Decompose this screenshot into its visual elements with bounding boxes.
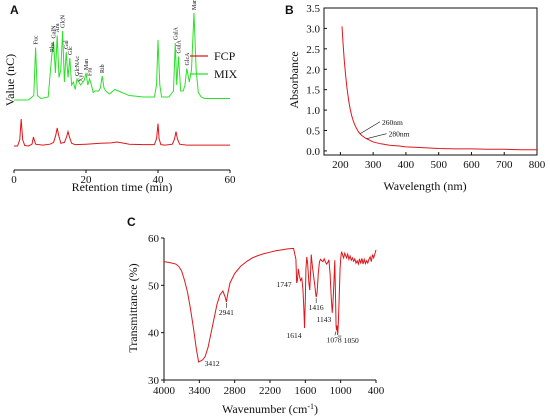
panel-b-frame bbox=[323, 7, 538, 156]
peak-label: Fru bbox=[88, 68, 94, 76]
peak-label: Fuc bbox=[34, 35, 40, 44]
panel-b-trace bbox=[341, 26, 537, 151]
panel-b-letter: B bbox=[285, 3, 294, 17]
panel-c-x-tick-label: 4000 bbox=[153, 385, 176, 397]
panel-b-x-tick-label: 700 bbox=[496, 159, 513, 171]
peak-label: GlcA bbox=[185, 52, 191, 66]
peak-label: 1078 bbox=[327, 335, 342, 344]
panel-b-y-tick-label: 0.5 bbox=[306, 126, 320, 138]
peak-leader bbox=[334, 331, 337, 336]
peak-label: Gal bbox=[64, 40, 70, 49]
panel-c-x-tick-label: 1600 bbox=[294, 385, 317, 397]
annotation-label: 280nm bbox=[389, 130, 410, 139]
peak-label: Ara bbox=[55, 23, 61, 32]
panel-b-x-label: Wavelength (nm) bbox=[383, 179, 466, 193]
peak-label: Man bbox=[84, 59, 90, 70]
panel-c-x-tick-label: 2200 bbox=[259, 385, 282, 397]
peak-label: 1050 bbox=[344, 336, 359, 345]
panel-b-y-tick-label: 2.5 bbox=[306, 44, 320, 56]
panel-c-trace bbox=[163, 247, 377, 363]
panel-c-x-label: Wavenumber (cm-1) bbox=[222, 402, 318, 416]
panel-b-y-label: Absorbance bbox=[287, 51, 301, 108]
panel-c-x-tick-label: 400 bbox=[368, 385, 385, 397]
panel-a-x-ticks: 0 20 40 60 bbox=[11, 169, 237, 186]
panel-b-x-tick-label: 400 bbox=[398, 159, 415, 171]
peak-label: ManA bbox=[192, 0, 198, 10]
panel-c-y-tick-label: 50 bbox=[148, 280, 160, 292]
legend-label: FCP bbox=[214, 49, 236, 63]
peak-label: Rha bbox=[50, 42, 56, 52]
panel-a: A Value (nC) Retention time (min) 0 20 40 6… bbox=[3, 0, 238, 194]
panel-b-x-tick-label: 500 bbox=[430, 159, 447, 171]
panel-c: C Transmittance (%) Wavenumber (cm-1) 40… bbox=[126, 215, 385, 416]
panel-b-x-tick-label: 300 bbox=[365, 159, 382, 171]
panel-b-y-tick-label: 1.0 bbox=[306, 105, 320, 117]
panel-c-letter: C bbox=[127, 215, 136, 229]
panel-c-x-tick-label: 1000 bbox=[330, 385, 353, 397]
panel-c-ticks: 4000 3400 2800 2200 1600 1000 400 30 40 50 60 bbox=[148, 233, 385, 397]
mix-trace bbox=[14, 12, 230, 101]
panel-b-y-tick-label: 2.0 bbox=[306, 64, 320, 76]
panel-b-x-tick-label: 200 bbox=[332, 159, 349, 171]
panel-b-y-tick-label: 3.0 bbox=[306, 23, 320, 35]
panel-b-x-tick-label: 600 bbox=[463, 159, 480, 171]
panel-c-y-tick-label: 30 bbox=[148, 375, 160, 387]
panel-a-x-tick-label: 60 bbox=[225, 174, 237, 186]
panel-a-x-label: Retention time (min) bbox=[72, 180, 173, 194]
panel-c-x-label-end: ) bbox=[314, 402, 318, 416]
panel-b: B Absorbance Wavelength (nm) 200 300 400 50… bbox=[285, 3, 546, 193]
panel-b-annotations: 260nm 280nm bbox=[359, 118, 410, 139]
panel-c-x-tick-label: 2800 bbox=[224, 385, 247, 397]
peak-label: Glc bbox=[68, 46, 74, 55]
peak-label: 1143 bbox=[317, 315, 332, 324]
panel-a-x-tick-label: 20 bbox=[81, 174, 93, 186]
panel-c-peak-labels: 3412 2941 1747 1614 1416 1143 1078 1050 bbox=[205, 280, 359, 368]
panel-a-x-tick-label: 0 bbox=[11, 174, 17, 186]
peak-label: GalA bbox=[173, 26, 179, 40]
panel-a-traces bbox=[14, 12, 230, 147]
fcp-trace bbox=[14, 118, 230, 147]
annotation-leader bbox=[366, 133, 387, 139]
panel-c-y-label: Transmittance (%) bbox=[126, 263, 140, 352]
peak-label: 3412 bbox=[205, 359, 220, 368]
panel-b-y-tick-label: 0.0 bbox=[306, 146, 320, 158]
peak-label: 1416 bbox=[309, 303, 324, 312]
peak-label: 1614 bbox=[287, 331, 302, 340]
panel-b-x-tick-label: 800 bbox=[529, 159, 546, 171]
ftir-trace bbox=[163, 247, 377, 363]
annotation-leader bbox=[359, 121, 381, 135]
panel-a-y-label: Value (nC) bbox=[3, 54, 17, 106]
panel-b-y-tick-label: 3.5 bbox=[306, 3, 320, 15]
absorbance-trace bbox=[341, 26, 537, 151]
annotation-label: 260nm bbox=[382, 118, 403, 127]
panel-c-y-tick-label: 40 bbox=[148, 328, 160, 340]
panel-c-x-label-sup: -1 bbox=[307, 402, 314, 411]
peak-label: GlcN bbox=[61, 14, 67, 28]
peak-label: GulA bbox=[177, 40, 183, 54]
peak-label: GalN bbox=[52, 25, 58, 39]
legend-label: MIX bbox=[214, 67, 238, 81]
legend: FCP MIX bbox=[190, 49, 238, 81]
peak-label: Xyl bbox=[79, 73, 85, 82]
panel-c-x-tick-label: 3400 bbox=[188, 385, 211, 397]
panel-a-letter: A bbox=[10, 3, 19, 17]
peak-label: Rib bbox=[100, 64, 106, 73]
peak-label: 1747 bbox=[277, 280, 292, 289]
panel-c-x-label-main: Wavenumber (cm bbox=[222, 402, 308, 416]
peak-label: GlcNAc bbox=[75, 56, 81, 76]
panel-b-y-tick-label: 1.5 bbox=[306, 85, 320, 97]
panel-b-ticks: 200 300 400 500 600 700 800 0.0 0.5 1.0 1.5 2.0 2.5 3… bbox=[306, 3, 546, 171]
peak-label: 2941 bbox=[219, 308, 234, 317]
panel-a-x-tick-label: 40 bbox=[153, 174, 165, 186]
panel-c-y-tick-label: 60 bbox=[148, 233, 160, 245]
